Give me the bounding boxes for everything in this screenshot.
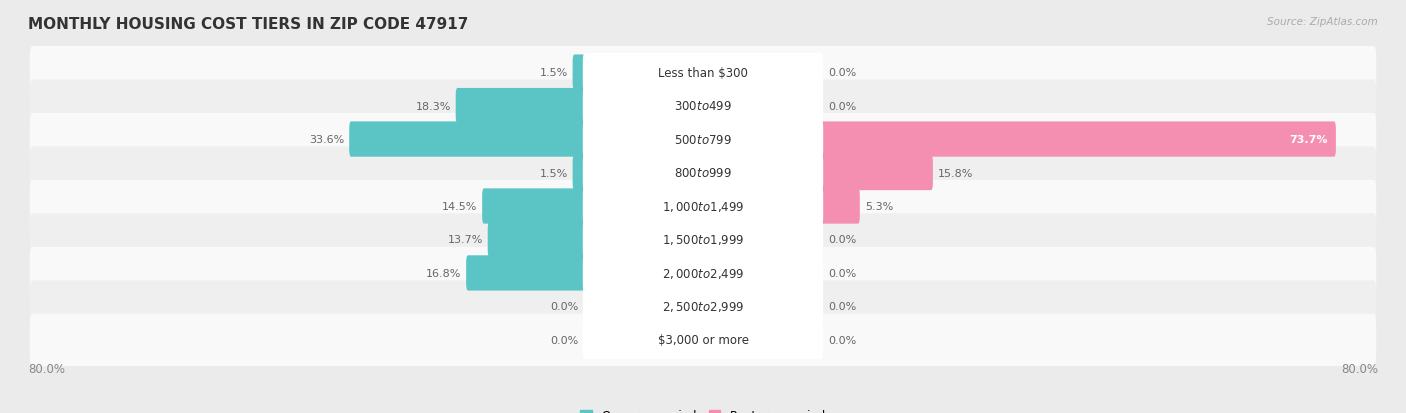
FancyBboxPatch shape: [30, 180, 1376, 233]
FancyBboxPatch shape: [572, 156, 586, 191]
Text: 0.0%: 0.0%: [550, 301, 578, 312]
FancyBboxPatch shape: [30, 114, 1376, 166]
FancyBboxPatch shape: [30, 214, 1376, 266]
Text: $2,000 to $2,499: $2,000 to $2,499: [662, 266, 744, 280]
Text: 0.0%: 0.0%: [828, 301, 856, 312]
Text: MONTHLY HOUSING COST TIERS IN ZIP CODE 47917: MONTHLY HOUSING COST TIERS IN ZIP CODE 4…: [28, 17, 468, 31]
FancyBboxPatch shape: [583, 287, 823, 326]
FancyBboxPatch shape: [349, 122, 586, 157]
FancyBboxPatch shape: [583, 54, 823, 92]
FancyBboxPatch shape: [583, 254, 823, 292]
FancyBboxPatch shape: [30, 147, 1376, 199]
Text: $800 to $999: $800 to $999: [673, 166, 733, 180]
Text: $500 to $799: $500 to $799: [673, 133, 733, 146]
FancyBboxPatch shape: [820, 156, 934, 191]
Text: 14.5%: 14.5%: [441, 202, 477, 211]
Text: 15.8%: 15.8%: [938, 168, 973, 178]
Text: 80.0%: 80.0%: [28, 362, 65, 375]
Text: 0.0%: 0.0%: [828, 335, 856, 345]
FancyBboxPatch shape: [583, 321, 823, 359]
FancyBboxPatch shape: [467, 256, 586, 291]
FancyBboxPatch shape: [583, 221, 823, 259]
FancyBboxPatch shape: [482, 189, 586, 224]
FancyBboxPatch shape: [30, 280, 1376, 333]
Text: 0.0%: 0.0%: [550, 335, 578, 345]
FancyBboxPatch shape: [583, 187, 823, 226]
Text: 18.3%: 18.3%: [415, 101, 451, 112]
Text: 1.5%: 1.5%: [540, 68, 568, 78]
Text: 0.0%: 0.0%: [828, 268, 856, 278]
FancyBboxPatch shape: [820, 122, 1336, 157]
Text: 33.6%: 33.6%: [309, 135, 344, 145]
Text: 0.0%: 0.0%: [828, 68, 856, 78]
FancyBboxPatch shape: [820, 189, 860, 224]
Text: 5.3%: 5.3%: [865, 202, 893, 211]
Text: 73.7%: 73.7%: [1289, 135, 1327, 145]
FancyBboxPatch shape: [30, 314, 1376, 366]
FancyBboxPatch shape: [30, 247, 1376, 299]
FancyBboxPatch shape: [583, 87, 823, 126]
Text: 0.0%: 0.0%: [828, 235, 856, 245]
Text: 1.5%: 1.5%: [540, 168, 568, 178]
Text: $1,000 to $1,499: $1,000 to $1,499: [662, 199, 744, 214]
Text: Less than $300: Less than $300: [658, 66, 748, 79]
Text: $300 to $499: $300 to $499: [673, 100, 733, 113]
Text: 13.7%: 13.7%: [447, 235, 482, 245]
Text: 0.0%: 0.0%: [828, 101, 856, 112]
FancyBboxPatch shape: [572, 55, 586, 90]
Text: $2,500 to $2,999: $2,500 to $2,999: [662, 300, 744, 313]
FancyBboxPatch shape: [456, 89, 586, 124]
Legend: Owner-occupied, Renter-occupied: Owner-occupied, Renter-occupied: [575, 404, 831, 413]
FancyBboxPatch shape: [30, 80, 1376, 133]
FancyBboxPatch shape: [583, 121, 823, 159]
FancyBboxPatch shape: [488, 222, 586, 257]
Text: 16.8%: 16.8%: [426, 268, 461, 278]
Text: 80.0%: 80.0%: [1341, 362, 1378, 375]
Text: $3,000 or more: $3,000 or more: [658, 334, 748, 347]
FancyBboxPatch shape: [583, 154, 823, 192]
Text: $1,500 to $1,999: $1,500 to $1,999: [662, 233, 744, 247]
FancyBboxPatch shape: [30, 47, 1376, 99]
Text: Source: ZipAtlas.com: Source: ZipAtlas.com: [1267, 17, 1378, 26]
